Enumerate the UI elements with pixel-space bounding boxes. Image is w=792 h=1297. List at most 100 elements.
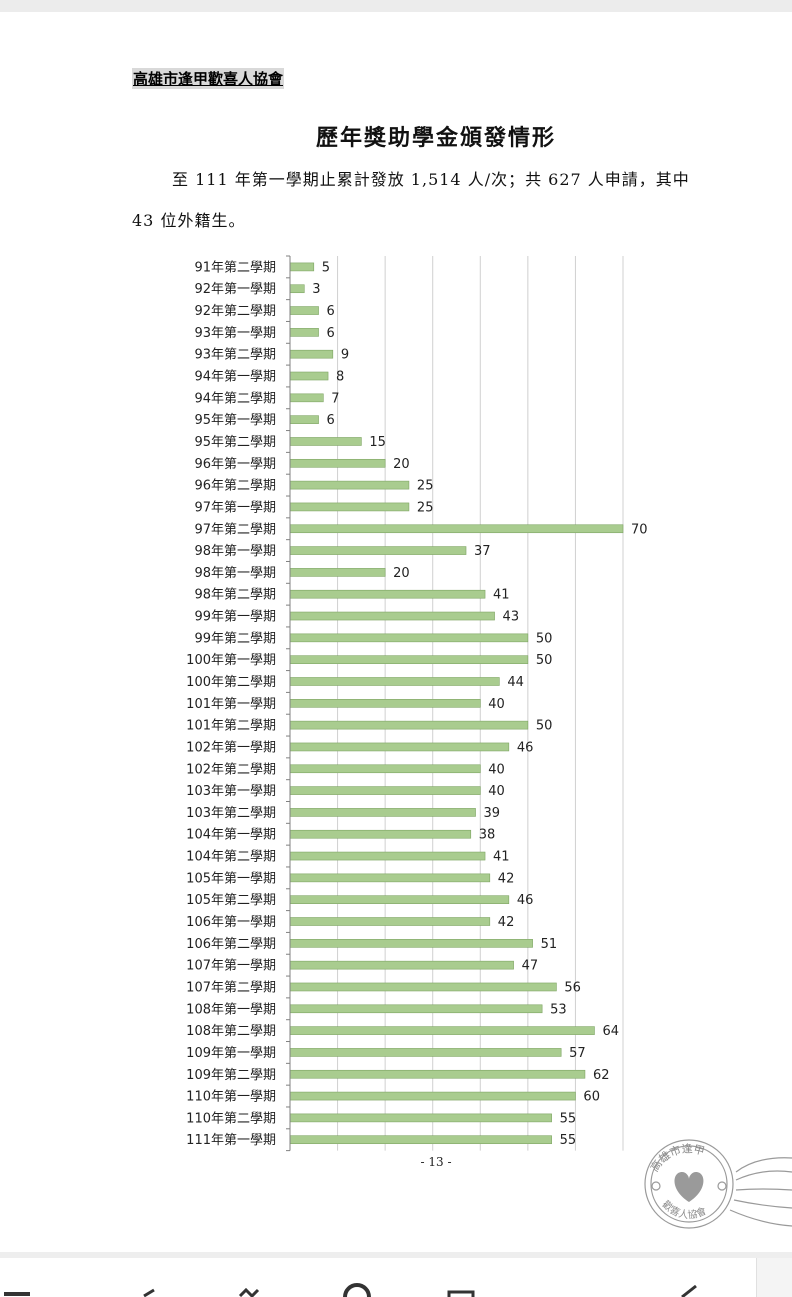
circle-icon[interactable] xyxy=(342,1280,372,1297)
chart-bar xyxy=(289,742,510,752)
organization-header: 高雄市逢甲歡喜人協會 xyxy=(132,68,285,89)
chart-value-label: 6 xyxy=(327,413,335,428)
chart-category-label: 108年第一學期 xyxy=(186,1002,276,1017)
chart-value-label: 40 xyxy=(488,697,505,712)
chart-category-label: 91年第二學期 xyxy=(194,260,276,275)
undo-icon[interactable] xyxy=(138,1280,168,1297)
toolbar-side-panel xyxy=(756,1258,792,1297)
chart-bar xyxy=(289,1026,595,1035)
chart-value-label: 39 xyxy=(484,806,501,821)
chart-value-label: 51 xyxy=(541,937,558,952)
chart-value-label: 50 xyxy=(536,653,553,668)
chart-bar xyxy=(289,284,305,294)
bottom-toolbar xyxy=(0,1258,792,1297)
chart-value-label: 38 xyxy=(479,828,496,843)
chart-value-label: 46 xyxy=(517,740,534,755)
chart-bar xyxy=(289,895,510,904)
chart-bar xyxy=(289,262,315,272)
chart-value-label: 50 xyxy=(536,719,553,734)
list-icon[interactable] xyxy=(2,1280,32,1297)
chart-category-label: 105年第二學期 xyxy=(186,893,276,908)
chart-bar xyxy=(289,982,557,992)
chart-category-label: 102年第一學期 xyxy=(186,740,276,755)
chart-value-label: 46 xyxy=(517,893,534,908)
chart-value-label: 60 xyxy=(583,1090,600,1105)
chart-category-label: 94年第一學期 xyxy=(194,370,276,385)
chart-category-label: 101年第一學期 xyxy=(186,697,276,712)
chart-category-label: 98年第二學期 xyxy=(194,588,276,603)
chart-value-label: 6 xyxy=(327,326,335,341)
page-number: - 13 - xyxy=(420,1155,452,1169)
page-title: 歷年獎助學金頒發情形 xyxy=(315,125,556,151)
chart-value-label: 3 xyxy=(312,282,320,297)
chart-value-label: 44 xyxy=(507,675,524,690)
chart-bar xyxy=(289,808,476,817)
chart-category-label: 97年第二學期 xyxy=(194,522,276,537)
chart-value-label: 25 xyxy=(417,500,434,515)
chart-value-label: 40 xyxy=(488,784,505,799)
chart-bar xyxy=(289,633,529,643)
chart-value-label: 41 xyxy=(493,850,510,865)
chart-category-label: 92年第一學期 xyxy=(194,282,276,297)
chart-value-label: 53 xyxy=(550,1002,567,1017)
chart-bar xyxy=(289,306,319,315)
chart-value-label: 55 xyxy=(560,1133,577,1148)
chart-value-label: 7 xyxy=(331,391,339,406)
chart-category-label: 94年第二學期 xyxy=(194,391,276,406)
chart-category-label: 111年第一學期 xyxy=(186,1133,276,1148)
chart-category-label: 103年第二學期 xyxy=(186,806,276,821)
chart-category-label: 110年第二學期 xyxy=(186,1111,276,1126)
chart-value-label: 8 xyxy=(336,370,344,385)
chart-category-label: 107年第二學期 xyxy=(186,980,276,995)
chart-bar xyxy=(289,939,533,948)
chart-category-labels: 91年第二學期 92年第一學期 92年第二學期 93年第一學期 93年第二學期 94年第一… xyxy=(186,260,276,1148)
chart-value-label: 40 xyxy=(488,762,505,777)
chart-value-label: 70 xyxy=(631,522,648,537)
chart-bar xyxy=(289,458,386,468)
chart-value-label: 42 xyxy=(498,915,515,930)
summary-paragraph-line-1: 至 111 年第一學期止累計發放 1,514 人/次；共 627 人申請，其中 xyxy=(172,170,690,189)
chart-category-label: 104年第二學期 xyxy=(186,850,276,865)
chart-bars xyxy=(289,262,624,1145)
pen-icon[interactable] xyxy=(236,1280,266,1297)
chart-category-label: 107年第一學期 xyxy=(186,959,276,974)
chart-bar xyxy=(289,1135,552,1145)
chart-category-label: 103年第一學期 xyxy=(186,784,276,799)
chart-category-label: 100年第一學期 xyxy=(186,653,276,668)
chart-bar xyxy=(289,764,481,774)
chart-value-label: 42 xyxy=(498,871,515,886)
chart-bar xyxy=(289,437,362,446)
chart-bar xyxy=(289,502,410,512)
viewer-bottom-divider xyxy=(0,1252,792,1258)
chart-category-label: 109年第二學期 xyxy=(186,1068,276,1083)
chart-bar xyxy=(289,677,500,686)
chart-bar xyxy=(289,328,319,337)
chart-category-label: 109年第一學期 xyxy=(186,1046,276,1061)
chart-category-label: 99年第二學期 xyxy=(194,631,276,646)
viewer-top-strip xyxy=(0,0,792,12)
chart-category-label: 100年第二學期 xyxy=(186,675,276,690)
chart-value-label: 55 xyxy=(560,1111,577,1126)
chart-category-label: 99年第一學期 xyxy=(194,610,276,625)
chart-value-label: 47 xyxy=(522,959,539,974)
chart-category-label: 106年第二學期 xyxy=(186,937,276,952)
window-icon[interactable] xyxy=(446,1280,476,1297)
chart-bar xyxy=(289,1113,552,1123)
chart-value-label: 25 xyxy=(417,479,434,494)
chart-bar xyxy=(289,1004,543,1014)
chart-bar xyxy=(289,720,529,730)
chart-value-label: 37 xyxy=(474,544,491,559)
chart-bar xyxy=(289,1091,576,1101)
chart-category-label: 95年第一學期 xyxy=(194,413,276,428)
check-icon[interactable] xyxy=(672,1280,702,1297)
chart-value-label: 6 xyxy=(327,304,335,319)
chart-value-label: 20 xyxy=(393,566,410,581)
chart-bar xyxy=(289,415,319,424)
chart-bar xyxy=(289,611,495,621)
chart-value-label: 9 xyxy=(341,348,349,363)
summary-paragraph-line-2: 43 位外籍生。 xyxy=(132,211,246,230)
chart-bar xyxy=(289,589,486,599)
chart-bar xyxy=(289,829,472,839)
chart-category-label: 104年第一學期 xyxy=(186,828,276,843)
